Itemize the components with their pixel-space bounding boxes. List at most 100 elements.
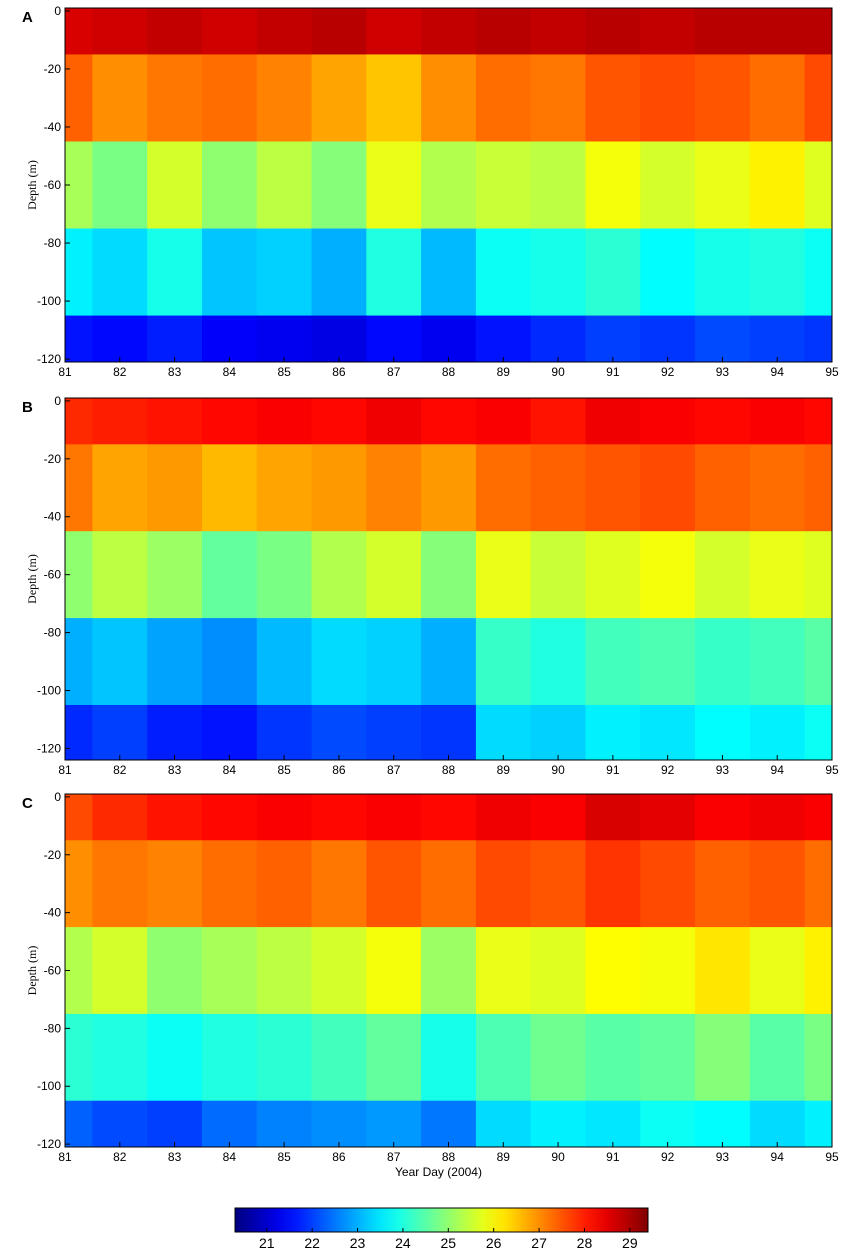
cell [640,704,696,760]
x-tick-label: 86 [332,1150,346,1164]
colorbar-tick-label: 23 [350,1235,366,1251]
cell [585,8,641,55]
x-tick-label: 89 [497,1150,511,1164]
cell [585,1100,641,1147]
cell [92,840,148,928]
cell [311,315,367,362]
cell [585,840,641,928]
x-tick-label: 88 [442,763,456,777]
x-tick-label: 81 [58,365,72,379]
y-tick-label: -20 [44,452,62,466]
cell [421,228,477,317]
x-tick-label: 94 [771,763,785,777]
y-tick-label: -60 [44,964,62,978]
cell [65,618,93,706]
cell [147,228,203,317]
cell [530,531,586,619]
cell [530,54,586,142]
cell [640,398,696,445]
cell [585,794,641,841]
cell [147,704,203,760]
cell [585,531,641,619]
cell [92,444,148,532]
cell [695,54,751,142]
x-tick-label: 95 [825,365,839,379]
y-tick-label: -40 [44,906,62,920]
cell [640,1100,696,1147]
cell [65,228,93,317]
cell [804,444,832,532]
cell [475,618,532,706]
y-tick-label: 0 [54,4,61,18]
field [65,398,832,760]
colorbar-tick-label: 21 [259,1235,275,1251]
cell [585,141,641,230]
cell [475,54,532,142]
cell [311,794,367,841]
cell [311,141,367,230]
y-tick-label: -60 [44,568,62,582]
cell [421,1100,477,1147]
cell [585,704,641,760]
x-tick-label: 84 [223,365,237,379]
cell [256,228,313,317]
cell [147,141,203,230]
cell [585,398,641,445]
cell [147,1100,203,1147]
cell [585,444,641,532]
x-tick-label: 82 [113,1150,127,1164]
cell [256,794,313,841]
cell [92,398,148,445]
cell [65,8,93,55]
cell [366,840,422,928]
x-tick-label: 89 [497,763,511,777]
cell [530,618,586,706]
cell [475,531,532,619]
cell [256,840,313,928]
cell [804,54,832,142]
cell [201,840,258,928]
cell [804,8,832,55]
cell [256,531,313,619]
cell [749,54,806,142]
x-tick-label: 91 [606,763,620,777]
cell [201,228,258,317]
cell [201,8,258,55]
cell [749,444,806,532]
cell [311,398,367,445]
x-tick-label: 91 [606,1150,620,1164]
y-tick-label: -20 [44,62,62,76]
cell [421,315,477,362]
cell [804,840,832,928]
x-tick-label: 82 [113,365,127,379]
cell [311,228,367,317]
cell [421,1013,477,1102]
x-tick-label: 84 [223,1150,237,1164]
cell [804,531,832,619]
cell [201,794,258,841]
cell [92,1013,148,1102]
cell [695,618,751,706]
cell [530,704,586,760]
cell [366,444,422,532]
cell [749,794,806,841]
cell [804,704,832,760]
cell [640,927,696,1015]
cell [530,8,586,55]
cell [311,704,367,760]
x-tick-label: 87 [387,763,401,777]
cell [201,141,258,230]
cell [92,54,148,142]
cell [475,927,532,1015]
cell [366,927,422,1015]
cell [256,141,313,230]
cell [749,1013,806,1102]
cell [530,315,586,362]
cell [147,444,203,532]
cell [366,8,422,55]
cell [366,531,422,619]
cell [92,704,148,760]
cell [147,794,203,841]
cell [421,618,477,706]
x-tick-label: 85 [277,763,291,777]
